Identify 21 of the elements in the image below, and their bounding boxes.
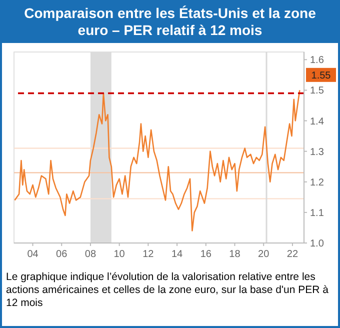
y-tick-label: 1.4 [310, 116, 324, 128]
line-series [14, 90, 300, 232]
x-tick-label: 16 [200, 249, 212, 260]
x-tick-label: 06 [56, 249, 68, 260]
y-tick-label: 1.2 [310, 177, 324, 188]
y-tick-label: 1.0 [310, 238, 324, 250]
y-tick-label: 1.6 [310, 55, 324, 66]
x-tick-label: 14 [171, 249, 184, 260]
x-tick-label: 04 [27, 249, 39, 260]
text: Le graphique indique l’évolution de la valorisation relative entre les actions américaines et celles de la zone euro, sur la base d'un PER à 12 mois [6, 271, 329, 309]
x-tick-label: 12 [142, 249, 154, 260]
x-tick-label: 18 [229, 249, 241, 260]
chart-title: Comparaison entre les États-Unis et la zone euro – PER relatif à 12 mois [24, 5, 316, 38]
x-tick-label: 08 [84, 249, 96, 260]
x-tick-label: 22 [286, 249, 298, 260]
x-tick-label: 10 [114, 249, 126, 260]
y-tick-label: 1.1 [310, 208, 324, 219]
y-tick-label: 1.3 [310, 146, 324, 158]
annotation: 1.55 [311, 70, 332, 82]
y-tick-label: 1.5 [310, 86, 324, 97]
x-tick-label: 20 [258, 249, 270, 260]
